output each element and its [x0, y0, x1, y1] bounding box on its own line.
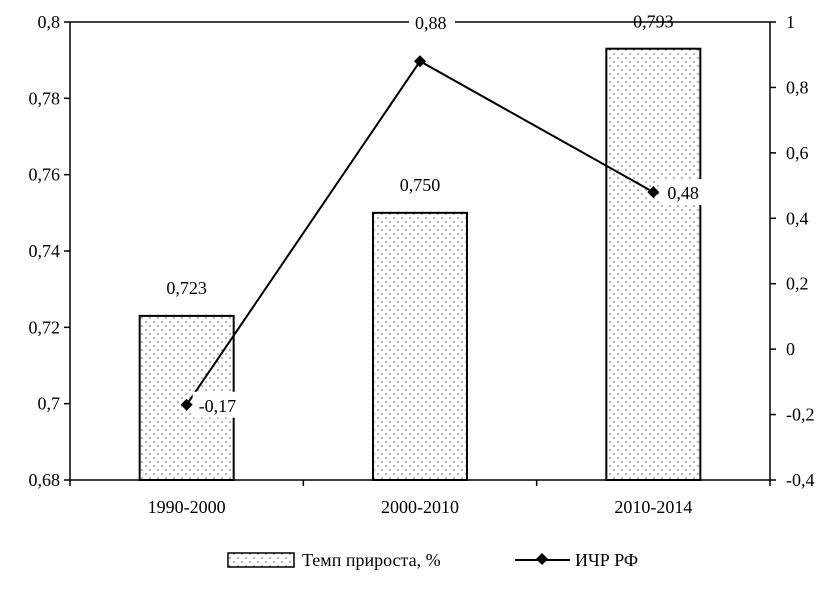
legend: Темп прироста, % ИЧР РФ — [227, 550, 638, 570]
left-tick-label: 0,76 — [29, 165, 61, 185]
left-tick-label: 0,7 — [38, 394, 61, 414]
right-tick-label: 0,2 — [786, 274, 809, 294]
bar-value-label: 0,723 — [166, 278, 207, 298]
right-tick-label: 0,8 — [786, 77, 809, 97]
left-tick-label: 0,78 — [29, 88, 61, 108]
legend-label-line: ИЧР РФ — [575, 550, 638, 570]
legend-diamond-icon — [536, 553, 548, 565]
legend-label-bar: Темп прироста, % — [302, 550, 441, 570]
labels-layer: 0,723 0,750 0,793 -0,17 0,88 0,48 — [166, 9, 708, 418]
bar-2000-2010 — [372, 211, 468, 481]
bar-2010-2014 — [605, 47, 702, 481]
right-tick-label: 1 — [786, 12, 795, 32]
line-label-box — [409, 9, 455, 35]
x-tick-label: 1990-2000 — [148, 497, 226, 517]
legend-bar-swatch — [227, 552, 295, 568]
right-tick-label: 0 — [786, 339, 795, 359]
right-tick-label: 0,6 — [786, 143, 809, 163]
marker-1990-2000 — [180, 398, 193, 411]
left-tick-label: 0,68 — [29, 470, 61, 490]
marker-2010-2014 — [647, 186, 660, 199]
marker-2000-2010 — [414, 55, 426, 68]
line-value-label: -0,17 — [199, 396, 237, 416]
right-tick-label: -0,4 — [786, 470, 815, 490]
line-layer — [180, 55, 660, 411]
left-tick-label: 0,74 — [29, 241, 61, 261]
bar-value-label: 0,793 — [633, 12, 674, 32]
left-tick-label: 0,72 — [29, 317, 61, 337]
x-tick-label: 2000-2010 — [381, 497, 459, 517]
right-tick-label: 0,4 — [786, 208, 809, 228]
line-label-box — [661, 179, 708, 206]
line-label-box — [192, 391, 248, 418]
bar-value-label: 0,750 — [400, 175, 441, 195]
x-tick-label: 2010-2014 — [614, 497, 692, 517]
bars-layer — [138, 47, 702, 481]
left-tick-label: 0,8 — [38, 12, 61, 32]
right-tick-label: -0,2 — [786, 405, 815, 425]
line-value-label: 0,88 — [415, 13, 447, 33]
line-value-label: 0,48 — [667, 183, 699, 203]
